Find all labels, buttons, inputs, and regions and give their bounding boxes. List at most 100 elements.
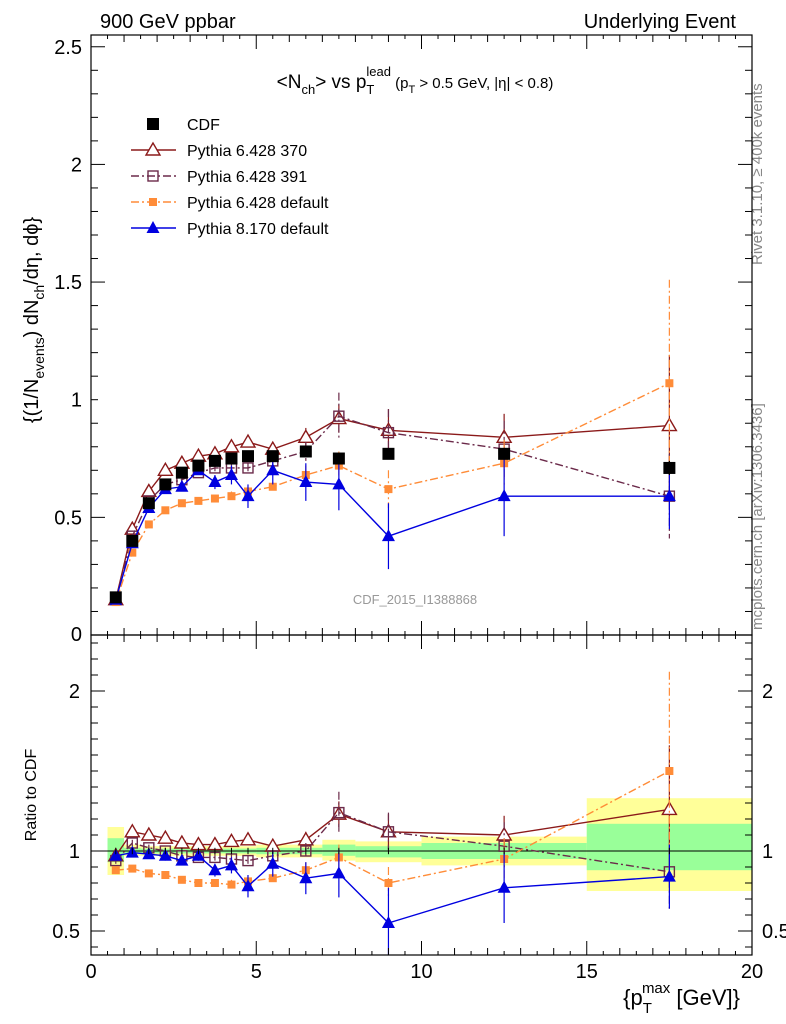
main-point-0-4 xyxy=(175,466,188,479)
ratio-point-3-9 xyxy=(266,856,280,869)
ratio-point-0-2 xyxy=(140,826,158,841)
main-point-3-14 xyxy=(665,379,674,388)
ratio-point-3-13 xyxy=(497,880,511,893)
ratio-plot xyxy=(90,634,753,956)
ratio-point-0-7 xyxy=(223,833,240,848)
ratio-point-2-1 xyxy=(128,864,137,873)
main-point-0-9 xyxy=(266,450,279,463)
main-point-4-9 xyxy=(266,463,280,476)
main-point-2-11 xyxy=(333,410,345,422)
main-point-0-11 xyxy=(332,452,345,465)
main-point-2-12 xyxy=(382,426,395,439)
main-point-4-12 xyxy=(381,529,395,542)
main-point-0-14 xyxy=(663,461,676,474)
main-point-3-2 xyxy=(144,520,153,529)
main-ytick-label-0.5: 0.5 xyxy=(54,507,82,529)
ratio-point-2-0 xyxy=(111,866,120,875)
main-point-0-13 xyxy=(498,447,511,460)
ratio-ytick-label-left-0.5: 0.5 xyxy=(52,921,80,943)
main-ytick-label-1: 1 xyxy=(71,390,82,412)
main-line-2 xyxy=(115,415,670,600)
header-left: 900 GeV ppbar xyxy=(100,11,236,33)
main-point-4-4 xyxy=(175,479,189,492)
legend-marker-0 xyxy=(147,118,159,130)
side-rivet: Rivet 3.1.10, ≥ 400k events xyxy=(749,83,766,265)
main-point-1-8 xyxy=(239,433,257,448)
ratio-ytick-label-right-0.5: 0.5 xyxy=(762,921,786,943)
ratio-point-2-7 xyxy=(227,880,236,889)
ratio-point-2-9 xyxy=(268,874,277,883)
ratio-point-3-3 xyxy=(158,848,172,861)
ratio-point-2-2 xyxy=(144,869,153,878)
main-point-1-10 xyxy=(297,428,315,444)
legend-marker-3 xyxy=(149,198,157,206)
ratio-point-3-11 xyxy=(332,866,346,879)
main-point-4-6 xyxy=(208,475,222,488)
main-point-3-4 xyxy=(177,499,186,508)
ratio-point-1-12 xyxy=(382,826,395,838)
ratio-xlabel: {pTmax [GeV]} xyxy=(623,980,740,1017)
ratio-ytick-label-right-2: 2 xyxy=(762,681,773,703)
main-watermark: CDF_2015_I1388868 xyxy=(353,592,477,607)
main-point-3-6 xyxy=(210,494,219,503)
xtick-label-20: 20 xyxy=(741,961,763,983)
main-point-0-8 xyxy=(241,450,254,463)
main-point-4-14 xyxy=(662,489,676,502)
xtick-label-15: 15 xyxy=(576,961,598,983)
main-line-1 xyxy=(115,417,670,600)
ratio-point-0-14 xyxy=(661,801,678,816)
ratio-frame xyxy=(90,634,753,956)
xtick-label-5: 5 xyxy=(251,961,262,983)
ratio-ytick-label-left-1: 1 xyxy=(69,841,80,863)
main-ytick-label-2.5: 2.5 xyxy=(54,37,82,59)
ratio-point-2-4 xyxy=(177,875,186,884)
main-line-4 xyxy=(115,469,670,600)
main-point-4-7 xyxy=(224,468,238,480)
legend: CDF Pythia 6.428 370 Pythia 6.428 391 Pythi… xyxy=(131,117,329,238)
ratio-point-1-8 xyxy=(242,854,254,867)
legend-label-3: Pythia 6.428 default xyxy=(187,195,329,212)
main-point-0-1 xyxy=(126,534,139,547)
ratio-point-3-4 xyxy=(175,853,189,866)
main-ylabel: {(1/Nevents) dNch/dη, dϕ} xyxy=(21,217,47,424)
main-point-0-5 xyxy=(192,459,205,472)
ratio-point-3-14 xyxy=(662,869,676,882)
ratio-point-3-12 xyxy=(381,916,395,928)
main-point-3-3 xyxy=(161,506,170,515)
ratio-point-2-14 xyxy=(665,767,674,775)
main-point-0-0 xyxy=(109,591,122,604)
main-plot xyxy=(90,34,753,636)
ratio-ylabel: Ratio to CDF xyxy=(23,749,40,842)
ratio-point-3-10 xyxy=(299,871,313,884)
ratio-point-3-6 xyxy=(208,863,222,876)
ratio-point-2-5 xyxy=(194,879,203,887)
legend-marker-4 xyxy=(146,221,160,233)
ratio-ytick-label-right-1: 1 xyxy=(762,841,773,863)
main-point-0-12 xyxy=(382,447,395,460)
main-point-0-10 xyxy=(299,445,312,458)
ratio-point-2-3 xyxy=(161,871,170,879)
ratio-point-1-10 xyxy=(300,845,312,857)
main-point-1-7 xyxy=(223,438,240,453)
ratio-point-3-7 xyxy=(224,858,238,871)
xtick-label-10: 10 xyxy=(410,961,432,983)
legend-label-0: CDF xyxy=(187,117,220,134)
ratio-point-3-5 xyxy=(191,848,205,861)
ratio-point-0-1 xyxy=(124,823,141,838)
main-point-3-5 xyxy=(194,496,203,505)
main-point-3-1 xyxy=(128,548,137,557)
main-title: <Nch> vs pTlead (pT > 0.5 GeV, |η| < 0.8… xyxy=(277,64,554,97)
ratio-line-2 xyxy=(115,770,670,886)
header-right: Underlying Event xyxy=(584,11,737,33)
ratio-point-2-12 xyxy=(384,879,393,887)
ratio-point-2-6 xyxy=(210,879,219,887)
main-ytick-label-2: 2 xyxy=(71,154,82,176)
main-point-3-7 xyxy=(227,492,236,501)
legend-label-1: Pythia 6.428 370 xyxy=(187,143,307,160)
main-point-3-9 xyxy=(268,482,277,491)
ratio-point-0-3 xyxy=(157,829,174,844)
main-line-3 xyxy=(115,382,670,603)
legend-marker-1 xyxy=(144,141,162,156)
main-point-0-2 xyxy=(142,497,155,510)
